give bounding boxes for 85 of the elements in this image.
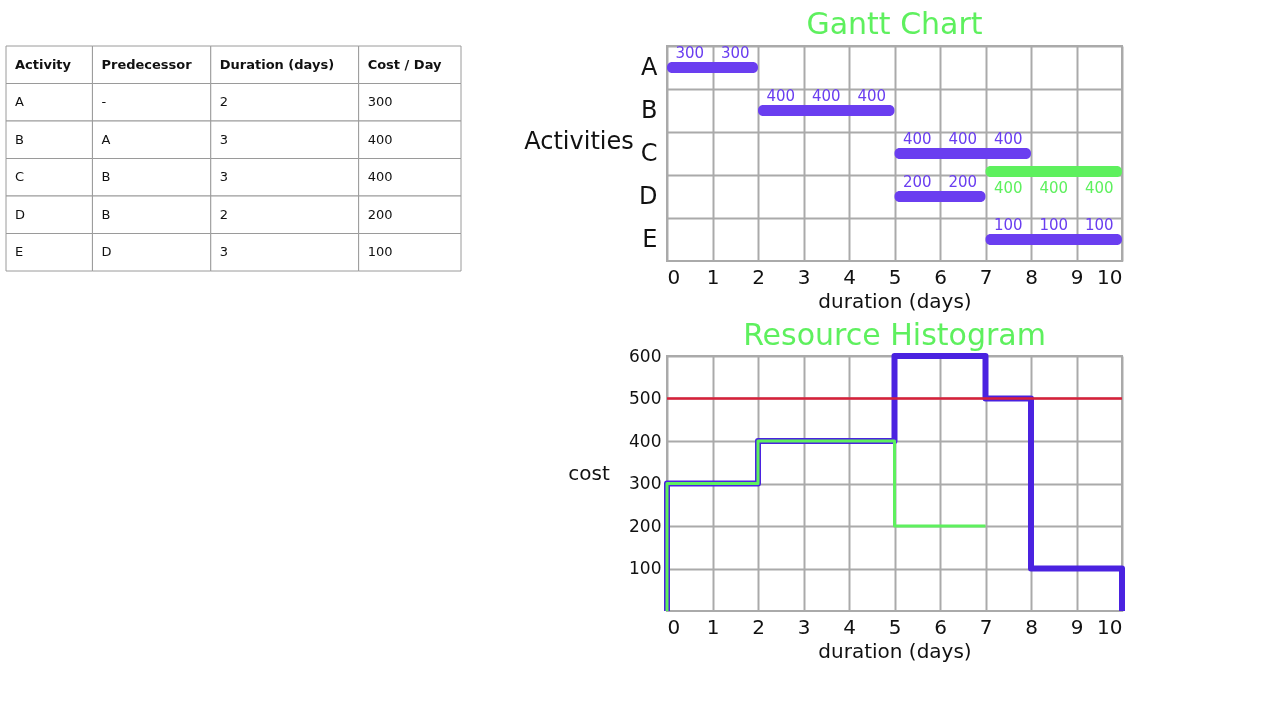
bar xyxy=(894,148,1031,159)
x-tick-label: 6 xyxy=(934,264,947,289)
x-tick-label: 3 xyxy=(797,264,811,289)
x-tick-label: 2 xyxy=(752,264,765,289)
category-label: Duration (days) xyxy=(219,56,335,72)
text: 2 xyxy=(219,206,229,222)
x-tick-label: 5 xyxy=(888,614,902,639)
text: 200 xyxy=(367,206,393,222)
text: 300 xyxy=(367,94,393,110)
category-label: Cost / Day xyxy=(367,56,443,72)
bar xyxy=(667,62,758,73)
text: 100 xyxy=(367,244,393,260)
annotation: 100 xyxy=(1084,215,1114,234)
x-axis-title: duration (days) xyxy=(818,288,972,313)
bar xyxy=(758,105,895,116)
category-label: Predecessor xyxy=(101,56,193,72)
x-tick-label: 4 xyxy=(843,614,856,639)
annotation: 400 xyxy=(902,129,932,148)
y-tick-label: A xyxy=(641,52,659,81)
text: D xyxy=(15,206,26,222)
x-tick-label: 8 xyxy=(1025,614,1038,639)
x-tick-label: 7 xyxy=(979,264,993,289)
y-tick-label: 500 xyxy=(629,388,662,408)
y-tick-label: D xyxy=(639,181,658,210)
x-tick-label: 3 xyxy=(797,614,811,639)
text: E xyxy=(15,244,24,260)
text: B xyxy=(15,131,24,147)
y-tick-label: 600 xyxy=(629,345,662,366)
bar xyxy=(985,166,1122,177)
bar xyxy=(894,191,986,202)
text: 3 xyxy=(219,244,229,260)
x-tick-label: 4 xyxy=(843,264,856,289)
text: B xyxy=(101,169,111,185)
text: 3 xyxy=(219,131,229,147)
annotation: 400 xyxy=(993,178,1023,197)
annotation: 400 xyxy=(1084,178,1114,197)
y-tick-label: E xyxy=(642,224,658,253)
annotation: 100 xyxy=(1039,215,1069,234)
x-tick-label: 8 xyxy=(1025,264,1038,289)
annotation: 400 xyxy=(993,129,1023,148)
x-tick-label: 1 xyxy=(706,614,720,639)
y-tick-label: 400 xyxy=(629,430,662,451)
x-tick-label: 2 xyxy=(752,614,765,639)
chart-title: Gantt Chart xyxy=(806,5,983,41)
text: C xyxy=(15,169,25,185)
text: 3 xyxy=(219,169,229,185)
chart-title: Resource Histogram xyxy=(743,317,1046,352)
annotation: 400 xyxy=(948,129,978,148)
x-tick-label: 9 xyxy=(1070,614,1084,639)
y-tick-label: 200 xyxy=(629,515,662,536)
x-tick-label: 9 xyxy=(1070,264,1084,289)
x-tick-label: 10 xyxy=(1097,264,1123,289)
text: 2 xyxy=(219,94,229,110)
y-axis-title: Activities xyxy=(524,127,634,155)
bar xyxy=(985,234,1122,245)
text: 400 xyxy=(367,131,393,147)
text: 400 xyxy=(367,169,393,185)
annotation: 200 xyxy=(948,172,978,191)
annotation: 400 xyxy=(857,86,887,105)
x-tick-label: 1 xyxy=(706,264,720,289)
x-axis-title: duration (days) xyxy=(818,638,972,663)
annotation: 400 xyxy=(811,86,841,105)
text: D xyxy=(101,244,112,260)
category-label: Activity xyxy=(15,56,72,72)
annotation: 400 xyxy=(1039,178,1069,197)
annotation: 200 xyxy=(902,172,932,191)
y-tick-label: 300 xyxy=(629,473,662,493)
annotation: 400 xyxy=(766,86,796,105)
annotation: 100 xyxy=(993,215,1023,234)
x-tick-label: 0 xyxy=(667,614,681,639)
x-tick-label: 10 xyxy=(1097,614,1123,639)
y-tick-label: 100 xyxy=(629,558,662,578)
text: A xyxy=(101,131,111,147)
text: B xyxy=(101,206,111,222)
annotation: 300 xyxy=(675,43,705,62)
x-tick-label: 6 xyxy=(934,614,947,639)
text: A xyxy=(15,94,24,110)
x-tick-label: 0 xyxy=(667,264,681,289)
annotation: 300 xyxy=(720,43,750,62)
text: - xyxy=(101,94,107,110)
y-tick-label: C xyxy=(640,138,658,167)
y-axis-title: cost xyxy=(568,461,610,485)
x-tick-label: 5 xyxy=(888,264,902,289)
y-tick-label: B xyxy=(641,95,658,124)
x-tick-label: 7 xyxy=(979,614,993,639)
